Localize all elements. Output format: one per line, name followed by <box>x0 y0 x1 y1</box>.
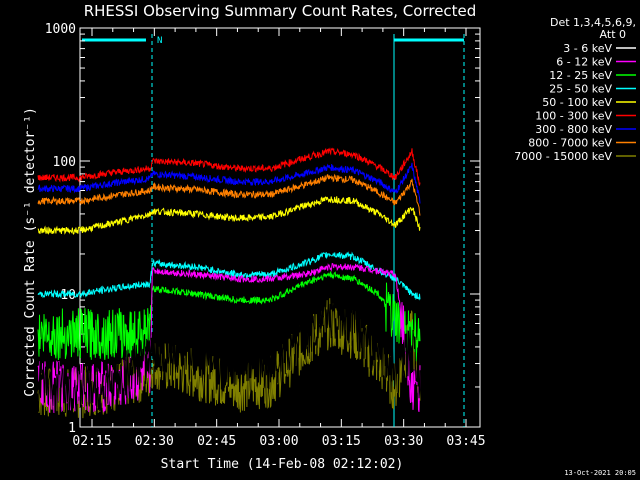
series-line <box>37 263 421 413</box>
footer-date: 13-Oct-2021 20:05 <box>564 469 636 477</box>
legend-entry-label: 12 - 25 keV <box>549 69 612 82</box>
series-line <box>37 147 421 186</box>
legend-entry-label: 100 - 300 keV <box>535 110 612 123</box>
y-tick-label: 100 <box>53 155 76 170</box>
legend-entry-label: 6 - 12 keV <box>556 56 612 69</box>
legend-entry-label: 800 - 7000 keV <box>528 137 612 150</box>
series-line <box>37 162 421 204</box>
y-tick-label: 10 <box>60 288 76 303</box>
y-tick-label: 1000 <box>45 22 76 37</box>
x-tick-label: 03:15 <box>322 434 361 449</box>
series-line <box>37 173 421 216</box>
chart-title: RHESSI Observing Summary Count Rates, Co… <box>84 2 477 20</box>
legend-entry-label: 7000 - 15000 keV <box>514 150 612 163</box>
plot-axes: N 1 10 100 1000 02:15 02:30 02:45 03:00 03:15 03:3… <box>45 22 486 449</box>
series-group <box>37 147 421 419</box>
x-tick-label: 03:30 <box>384 434 423 449</box>
x-tick-label: 03:00 <box>259 434 298 449</box>
x-tick-label: 02:15 <box>72 434 111 449</box>
x-tick-label: 02:30 <box>135 434 174 449</box>
x-tick-label: 03:45 <box>446 434 485 449</box>
legend-header: Det 1,3,4,5,6,9, <box>550 16 636 29</box>
legend-header-attenuator: Att 0 <box>600 28 626 41</box>
legend-entry-label: 3 - 6 keV <box>563 42 612 55</box>
y-axis-label: Corrected Count Rate (s⁻¹ detector⁻¹) <box>23 107 38 397</box>
y-tick-label: 1 <box>68 421 76 436</box>
legend-entry-label: 300 - 800 keV <box>535 123 612 136</box>
series-line <box>37 271 421 362</box>
series-line <box>37 291 421 413</box>
x-tick-label: 02:45 <box>197 434 236 449</box>
series-line <box>37 196 421 235</box>
legend-entry-label: 25 - 50 keV <box>549 83 612 96</box>
x-axis-label: Start Time (14-Feb-08 02:12:02) <box>161 457 404 472</box>
legend-entry-label: 50 - 100 keV <box>542 96 612 109</box>
night-flag: N <box>157 36 162 46</box>
